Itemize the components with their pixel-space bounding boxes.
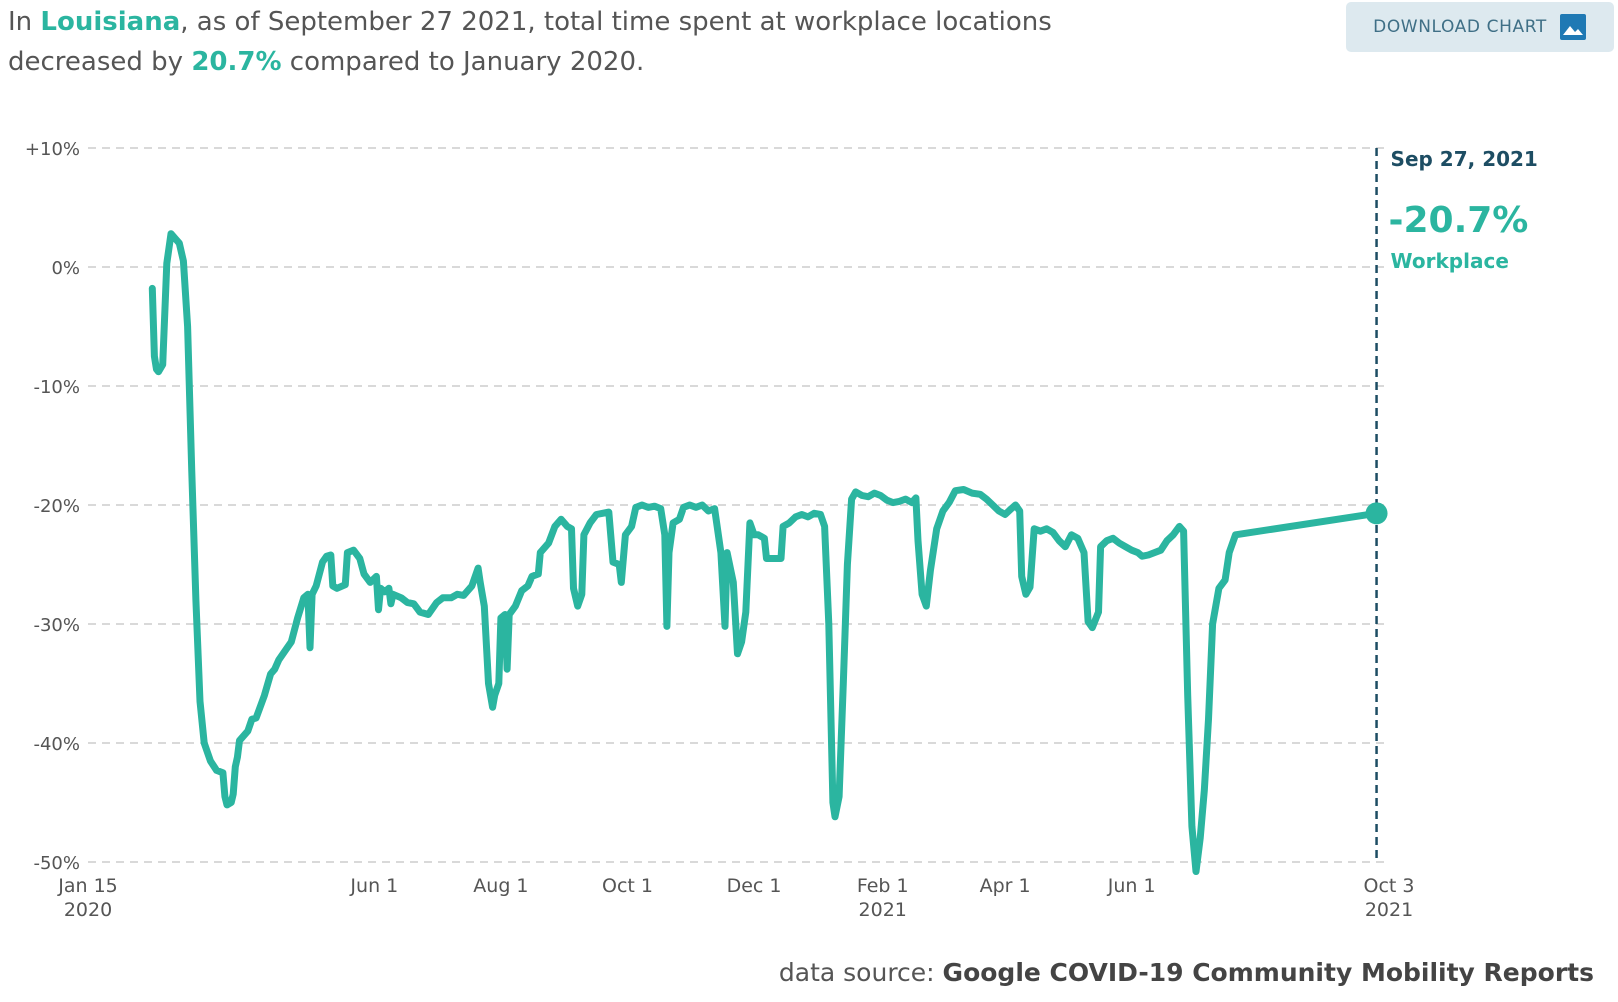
headline-region: Louisiana bbox=[40, 7, 181, 37]
y-tick-30: -30% bbox=[33, 615, 80, 636]
chart-headline: In Louisiana, as of September 27 2021, t… bbox=[8, 2, 1128, 82]
x-tick-2: Aug 1 bbox=[473, 875, 528, 897]
annotation-series-label: Workplace bbox=[1391, 249, 1509, 273]
x-tick-year-5: 2021 bbox=[859, 899, 907, 921]
headline-suffix: compared to January 2020. bbox=[281, 47, 645, 77]
y-tick-0: 0% bbox=[51, 258, 80, 279]
x-tick-0: Jan 15 bbox=[57, 875, 118, 897]
y-tick-40: -40% bbox=[33, 734, 80, 755]
y-tick-50: -50% bbox=[33, 853, 80, 874]
data-source-prefix: data source: bbox=[778, 958, 935, 987]
x-tick-7: Jun 1 bbox=[1107, 875, 1156, 897]
x-tick-3: Oct 1 bbox=[602, 875, 653, 897]
highlight-point[interactable] bbox=[1365, 502, 1388, 525]
headline-change: 20.7% bbox=[191, 47, 282, 77]
data-source: data source: Google COVID-19 Community M… bbox=[779, 958, 1594, 987]
x-tick-8: Oct 3 bbox=[1364, 875, 1415, 897]
image-icon bbox=[1559, 13, 1587, 41]
x-tick-4: Dec 1 bbox=[727, 875, 782, 897]
download-chart-label: DOWNLOAD CHART bbox=[1373, 17, 1547, 37]
headline-middle: , as of September 27 2021, total time sp… bbox=[8, 7, 1052, 77]
y-tick-20: -20% bbox=[33, 496, 80, 517]
download-chart-button[interactable]: DOWNLOAD CHART bbox=[1346, 2, 1614, 52]
y-tick-10: -10% bbox=[33, 377, 80, 398]
annotation-value: -20.7% bbox=[1389, 200, 1529, 241]
x-tick-5: Feb 1 bbox=[857, 875, 909, 897]
y-tick-10: +10% bbox=[25, 139, 80, 160]
x-tick-year-0: 2020 bbox=[64, 899, 112, 921]
annotation-date: Sep 27, 2021 bbox=[1391, 147, 1538, 171]
y-axis-ticks: +10% 0% -10% -20% -30% -40% -50% bbox=[25, 139, 80, 874]
x-tick-6: Apr 1 bbox=[980, 875, 1031, 897]
workplace-series-line bbox=[148, 230, 1381, 875]
headline-prefix: In bbox=[8, 7, 41, 37]
data-source-link[interactable]: Google COVID-19 Community Mobility Repor… bbox=[942, 958, 1594, 987]
x-tick-1: Jun 1 bbox=[349, 875, 398, 897]
x-tick-year-8: 2021 bbox=[1365, 899, 1413, 921]
grid-lines bbox=[88, 147, 1389, 863]
